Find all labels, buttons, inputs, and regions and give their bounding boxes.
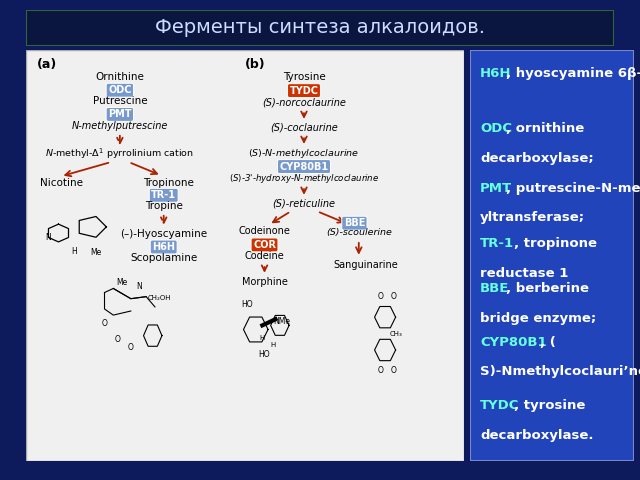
Text: Ornithine: Ornithine [95, 72, 144, 82]
Text: H: H [71, 247, 77, 256]
Text: ODC: ODC [108, 85, 132, 95]
Text: N: N [45, 233, 51, 242]
Text: , (: , ( [540, 336, 556, 348]
Text: HO: HO [259, 349, 270, 359]
Text: O: O [391, 292, 397, 301]
Text: COR: COR [253, 240, 276, 250]
Text: PMT: PMT [108, 109, 132, 120]
Text: O: O [391, 366, 397, 375]
Text: PMT: PMT [480, 182, 512, 195]
Text: CYP80B1: CYP80B1 [280, 162, 328, 171]
Text: , ornithine: , ornithine [506, 122, 584, 135]
Text: Putrescine: Putrescine [93, 96, 147, 106]
Text: N: N [137, 282, 143, 291]
Text: Me: Me [90, 248, 101, 257]
Text: decarboxylase.: decarboxylase. [480, 429, 594, 442]
Text: H: H [271, 342, 276, 348]
Text: Ферменты синтеза алкалоидов.: Ферменты синтеза алкалоидов. [155, 18, 485, 37]
Text: Codeinone: Codeinone [239, 227, 291, 236]
Text: , berberine: , berberine [506, 282, 589, 295]
Text: Nicotine: Nicotine [40, 179, 83, 188]
Text: TYDC: TYDC [480, 399, 520, 412]
Text: (S)-scoulerine: (S)-scoulerine [326, 228, 392, 237]
Text: reductase 1: reductase 1 [480, 267, 568, 280]
Text: (S)-coclaurine: (S)-coclaurine [270, 123, 338, 133]
Text: yltransferase;: yltransferase; [480, 211, 586, 224]
Text: Sanguinarine: Sanguinarine [333, 260, 397, 270]
Text: NMe: NMe [273, 317, 291, 326]
Text: BBE: BBE [344, 218, 365, 228]
Text: bridge enzyme;: bridge enzyme; [480, 312, 596, 325]
Text: Tropine: Tropine [145, 201, 182, 211]
Text: TR-1: TR-1 [151, 190, 176, 200]
Text: TYDC: TYDC [289, 85, 319, 96]
Text: (a): (a) [36, 58, 57, 71]
Text: Codeine: Codeine [244, 252, 284, 262]
Text: Tropinone: Tropinone [143, 178, 193, 188]
Text: Morphine: Morphine [241, 277, 287, 287]
Text: H6H: H6H [480, 67, 512, 80]
Text: TR-1: TR-1 [480, 237, 515, 250]
Text: , tropinone: , tropinone [514, 237, 597, 250]
Text: N-methylputrescine: N-methylputrescine [72, 120, 168, 131]
Text: Me: Me [116, 278, 127, 287]
Text: O: O [102, 319, 108, 328]
Text: , hyoscyamine 6β-hydroxylase;: , hyoscyamine 6β-hydroxylase; [506, 67, 640, 80]
Text: CH₂OH: CH₂OH [148, 295, 171, 301]
Text: , putrescine-N-meth: , putrescine-N-meth [506, 182, 640, 195]
FancyBboxPatch shape [26, 10, 614, 46]
Text: (S)-norcoclaurine: (S)-norcoclaurine [262, 98, 346, 108]
Text: Scopolamine: Scopolamine [130, 253, 197, 264]
Text: CH₃: CH₃ [390, 331, 403, 336]
Text: , tyrosine: , tyrosine [514, 399, 586, 412]
FancyBboxPatch shape [26, 50, 464, 461]
Text: decarboxylase;: decarboxylase; [480, 152, 594, 165]
Text: ODC: ODC [480, 122, 512, 135]
FancyBboxPatch shape [470, 50, 634, 461]
Text: (b): (b) [245, 58, 266, 71]
Text: O: O [378, 292, 383, 301]
Text: O: O [115, 335, 120, 344]
Text: Tyrosine: Tyrosine [283, 72, 325, 82]
Text: (–)-Hyoscyamine: (–)-Hyoscyamine [120, 229, 207, 239]
Text: $N$-methyl-$\Delta^1$ pyrrolinium cation: $N$-methyl-$\Delta^1$ pyrrolinium cation [45, 146, 195, 161]
Text: HO: HO [241, 300, 253, 309]
Text: H: H [260, 335, 265, 341]
Text: O: O [128, 344, 134, 352]
Text: BBE: BBE [480, 282, 509, 295]
Text: $(S)$-$N$-methylcoclaurine: $(S)$-$N$-methylcoclaurine [248, 146, 360, 159]
Text: O: O [378, 366, 383, 375]
Text: H6H: H6H [152, 242, 175, 252]
Text: S)-Nmethylcoclauri’ne 3′-hydroxylase;: S)-Nmethylcoclauri’ne 3′-hydroxylase; [480, 365, 640, 378]
Text: CYP80B1: CYP80B1 [480, 336, 547, 348]
Text: $(S)$-3'-hydroxy-$N$-methylcoclaurine: $(S)$-3'-hydroxy-$N$-methylcoclaurine [229, 172, 379, 185]
Text: (S)-reticuline: (S)-reticuline [273, 199, 335, 209]
